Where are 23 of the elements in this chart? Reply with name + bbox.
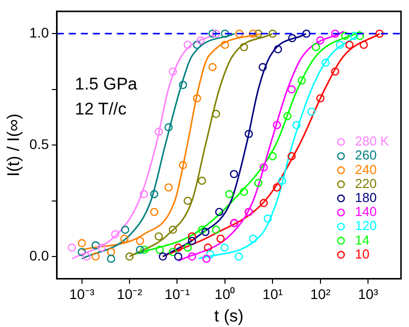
annotation: 1.5 GPa <box>74 74 138 94</box>
x-tick-label: 10⁰ <box>214 286 236 302</box>
legend-label: 10 <box>355 246 370 262</box>
annotation: 12 T//c <box>74 99 128 118</box>
legend-label: 260 <box>355 148 377 163</box>
legend-label: 140 <box>355 204 377 220</box>
y-tick-label: 0.5 <box>29 136 50 152</box>
legend-label: 280 K <box>355 134 390 149</box>
legend-label: 120 <box>355 218 377 234</box>
x-tick-label: 10⁻¹ <box>164 286 190 302</box>
y-axis-title: I(t) / I(∞) <box>4 114 23 177</box>
x-tick-label: 10¹ <box>262 286 284 302</box>
y-tick-label: 0.0 <box>29 247 50 264</box>
legend-label: 220 <box>355 176 377 191</box>
legend-label: 14 <box>355 232 370 248</box>
x-tick-label: 10⁻³ <box>69 286 95 302</box>
x-tick-label: 10³ <box>358 286 379 302</box>
y-tick-label: 1.0 <box>29 24 50 41</box>
legend-label: 180 <box>355 190 377 205</box>
x-tick-label: 10² <box>310 286 331 302</box>
x-axis-title: t (s) <box>214 306 244 326</box>
legend-label: 240 <box>355 162 377 177</box>
x-tick-label: 10⁻² <box>116 286 142 302</box>
